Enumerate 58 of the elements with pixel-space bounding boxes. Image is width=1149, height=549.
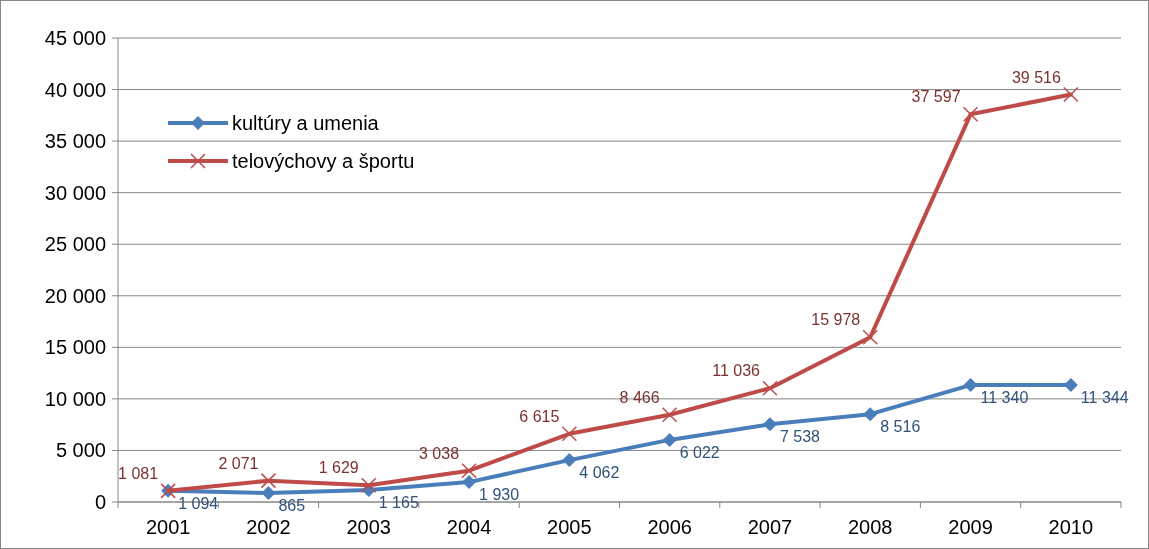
y-tick-label: 30 000 [44, 181, 106, 204]
point [260, 472, 277, 489]
point [562, 453, 577, 468]
data-label: 1 165 [378, 493, 419, 511]
data-label: 4 062 [579, 464, 620, 482]
x-tick-label: 2008 [848, 516, 893, 538]
x-tick-label: 2007 [747, 516, 793, 538]
data-label: 1 081 [118, 464, 159, 482]
data-label: 11 036 [712, 362, 761, 380]
point [963, 378, 978, 393]
point [461, 462, 477, 479]
data-label: 8 516 [880, 418, 921, 436]
point [561, 426, 578, 442]
y-tick-label: 15 000 [44, 336, 106, 359]
y-tick-label: 40 000 [44, 78, 106, 101]
data-label: 2 071 [218, 454, 259, 472]
data-label: 865 [278, 497, 306, 515]
data-label: 39 516 [1011, 68, 1061, 86]
data-label: 1 930 [479, 486, 520, 504]
data-label: 37 597 [911, 88, 961, 106]
data-label: 11 344 [1080, 389, 1129, 407]
x-tick-label: 2005 [547, 516, 592, 538]
data-label: 8 466 [619, 388, 660, 406]
x-tick-label: 2010 [1048, 516, 1094, 538]
point [862, 329, 878, 345]
legend-label: telovýchovy a športu [232, 150, 415, 172]
x-tick-label: 2006 [647, 516, 692, 538]
data-label: 1 094 [178, 494, 219, 512]
point [462, 475, 477, 490]
y-tick-label: 25 000 [44, 233, 106, 256]
point [261, 486, 276, 501]
data-label: 1 629 [318, 459, 359, 477]
y-tick-label: 45 000 [44, 27, 106, 49]
x-tick-label: 2004 [446, 516, 492, 538]
x-tick-label: 2002 [246, 516, 291, 538]
x-tick-label: 2003 [346, 516, 391, 538]
y-tick-label: 0 [94, 491, 106, 513]
data-label: 6 615 [519, 407, 560, 425]
point [361, 477, 377, 493]
data-label: 7 538 [779, 428, 821, 446]
point [762, 417, 777, 432]
y-tick-label: 20 000 [44, 284, 106, 307]
y-tick-label: 5 000 [55, 439, 106, 462]
data-label: 15 978 [811, 311, 861, 329]
legend-label: kultúry a umenia [232, 112, 380, 134]
point [662, 432, 677, 447]
y-tick-label: 10 000 [44, 387, 106, 410]
point [762, 380, 778, 396]
point [863, 407, 878, 422]
x-tick-label: 2001 [145, 516, 191, 538]
y-tick-label: 35 000 [44, 130, 106, 153]
point [1063, 86, 1079, 103]
point [661, 406, 678, 423]
data-label: 11 340 [980, 389, 1029, 407]
data-label: 6 022 [679, 443, 720, 461]
x-tick-label: 2009 [948, 516, 993, 538]
data-label: 3 038 [419, 444, 460, 462]
point [962, 106, 979, 123]
